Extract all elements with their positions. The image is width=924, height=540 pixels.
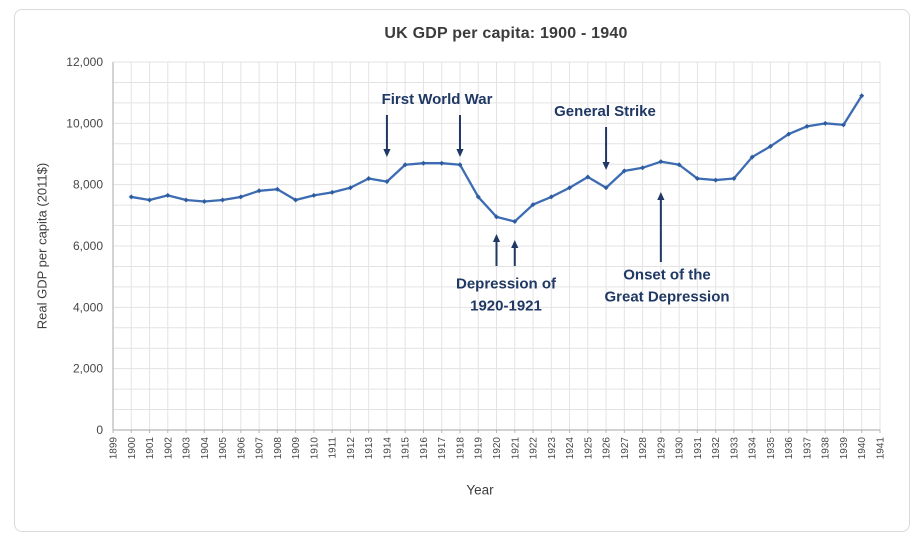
- x-tick-label: 1933: [729, 437, 740, 460]
- y-axis-tick-labels: 12,000 10,000 8,000 6,000 4,000 2,000 0: [66, 55, 103, 437]
- x-tick-label: 1900: [127, 437, 138, 460]
- y-tick-label: 8,000: [73, 178, 103, 192]
- x-tick-label: 1934: [748, 437, 759, 460]
- x-tick-label: 1912: [346, 437, 357, 460]
- x-tick-label: 1910: [309, 437, 320, 460]
- x-tick-label: 1917: [437, 437, 448, 460]
- chart-frame: [14, 9, 910, 532]
- x-tick-label: 1918: [455, 437, 466, 460]
- y-tick-label: 10,000: [66, 116, 103, 130]
- x-tick-label: 1903: [182, 437, 193, 460]
- x-tick-label: 1941: [876, 437, 887, 460]
- x-tick-label: 1906: [236, 437, 247, 460]
- x-axis-tick-labels: 1899 1900 1901 1902 1903 1904 1905 1906 1907 1908…: [109, 430, 887, 459]
- x-tick-label: 1936: [784, 437, 795, 460]
- x-tick-label: 1904: [200, 437, 211, 460]
- x-tick-label: 1907: [255, 437, 266, 460]
- x-tick-label: 1902: [163, 437, 174, 460]
- x-tick-label: 1916: [419, 437, 430, 460]
- x-tick-label: 1919: [474, 437, 485, 460]
- x-tick-label: 1940: [857, 437, 868, 460]
- x-tick-label: 1901: [145, 437, 156, 460]
- x-tick-label: 1938: [821, 437, 832, 460]
- annotation-onset-great-depression: Onset of the Great Depression: [604, 266, 730, 305]
- chart-title: UK GDP per capita: 1900 - 1940: [384, 25, 628, 42]
- x-tick-label: 1913: [364, 437, 375, 460]
- x-tick-label: 1899: [109, 437, 120, 460]
- annotation-depression-1920-1921: Depression of 1920-1921: [455, 275, 557, 314]
- annotation-general-strike: General Strike: [554, 103, 656, 121]
- x-tick-label: 1928: [638, 437, 649, 460]
- x-tick-label: 1909: [291, 437, 302, 460]
- x-tick-label: 1927: [620, 437, 631, 460]
- x-tick-label: 1926: [602, 437, 613, 460]
- annotation-arrows: [383, 115, 665, 266]
- y-axis-title: Real GDP per capita (2011$): [34, 162, 50, 330]
- x-tick-label: 1915: [401, 437, 412, 460]
- x-tick-label: 1932: [711, 437, 722, 460]
- x-tick-label: 1905: [218, 437, 229, 460]
- x-tick-label: 1929: [656, 437, 667, 460]
- x-tick-label: 1914: [382, 437, 393, 460]
- x-tick-label: 1908: [273, 437, 284, 460]
- x-axis-title: Year: [466, 482, 494, 498]
- x-tick-label: 1931: [693, 437, 704, 460]
- x-tick-label: 1939: [839, 437, 850, 460]
- annotation-first-world-war: First World War: [381, 91, 493, 109]
- y-tick-label: 2,000: [73, 362, 103, 376]
- x-tick-label: 1921: [510, 437, 521, 460]
- y-tick-label: 4,000: [73, 300, 103, 314]
- x-tick-label: 1924: [565, 437, 576, 460]
- data-point-markers: [128, 93, 865, 224]
- x-tick-label: 1920: [492, 437, 503, 460]
- x-tick-label: 1937: [802, 437, 813, 460]
- x-tick-label: 1935: [766, 437, 777, 460]
- y-tick-label: 12,000: [66, 55, 103, 69]
- y-tick-label: 0: [96, 423, 103, 437]
- x-tick-label: 1911: [328, 437, 339, 459]
- x-tick-label: 1930: [675, 437, 686, 460]
- x-tick-label: 1925: [583, 437, 594, 460]
- y-tick-label: 6,000: [73, 239, 103, 253]
- x-tick-label: 1922: [529, 437, 540, 460]
- x-tick-label: 1923: [547, 437, 558, 460]
